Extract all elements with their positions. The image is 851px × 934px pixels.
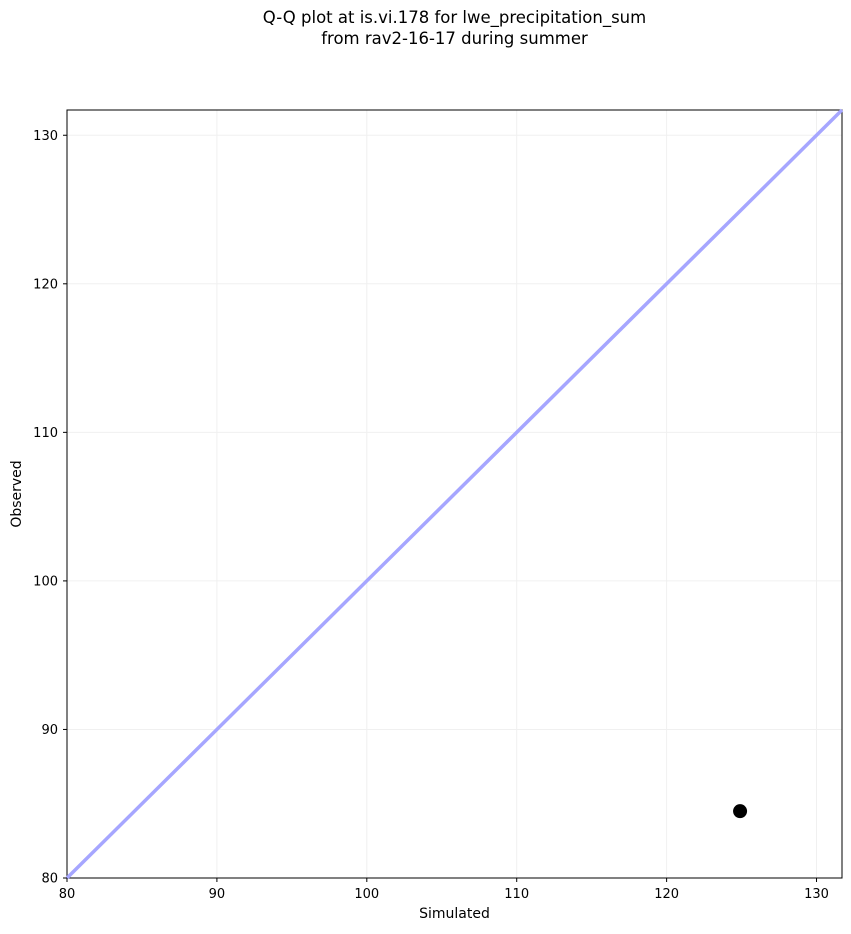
x-tick-label: 100: [354, 887, 379, 902]
y-tick-label: 120: [33, 277, 58, 292]
plot-border: [66, 109, 843, 879]
chart-title-line1: Q-Q plot at is.vi.178 for lwe_precipitat…: [262, 8, 647, 27]
x-tick-label: 120: [654, 887, 679, 902]
y-tick-label: 90: [41, 723, 58, 738]
y-tick-label: 110: [33, 426, 58, 441]
y-tick-label: 130: [33, 129, 58, 144]
x-tick-label: 90: [209, 887, 226, 902]
data-point: [733, 804, 748, 819]
y-axis-label: Observed: [9, 460, 25, 528]
chart-title: Q-Q plot at is.vi.178 for lwe_precipitat…: [67, 7, 842, 49]
y-tick-label: 100: [33, 574, 58, 589]
x-tick-label: 130: [804, 887, 829, 902]
x-axis-label: Simulated: [419, 906, 490, 922]
chart-title-line2: from rav2-16-17 during summer: [321, 29, 588, 48]
x-tick-label: 110: [504, 887, 529, 902]
y-tick-label: 80: [41, 872, 58, 887]
x-tick-label: 80: [59, 887, 76, 902]
reference-line: [65, 108, 844, 880]
